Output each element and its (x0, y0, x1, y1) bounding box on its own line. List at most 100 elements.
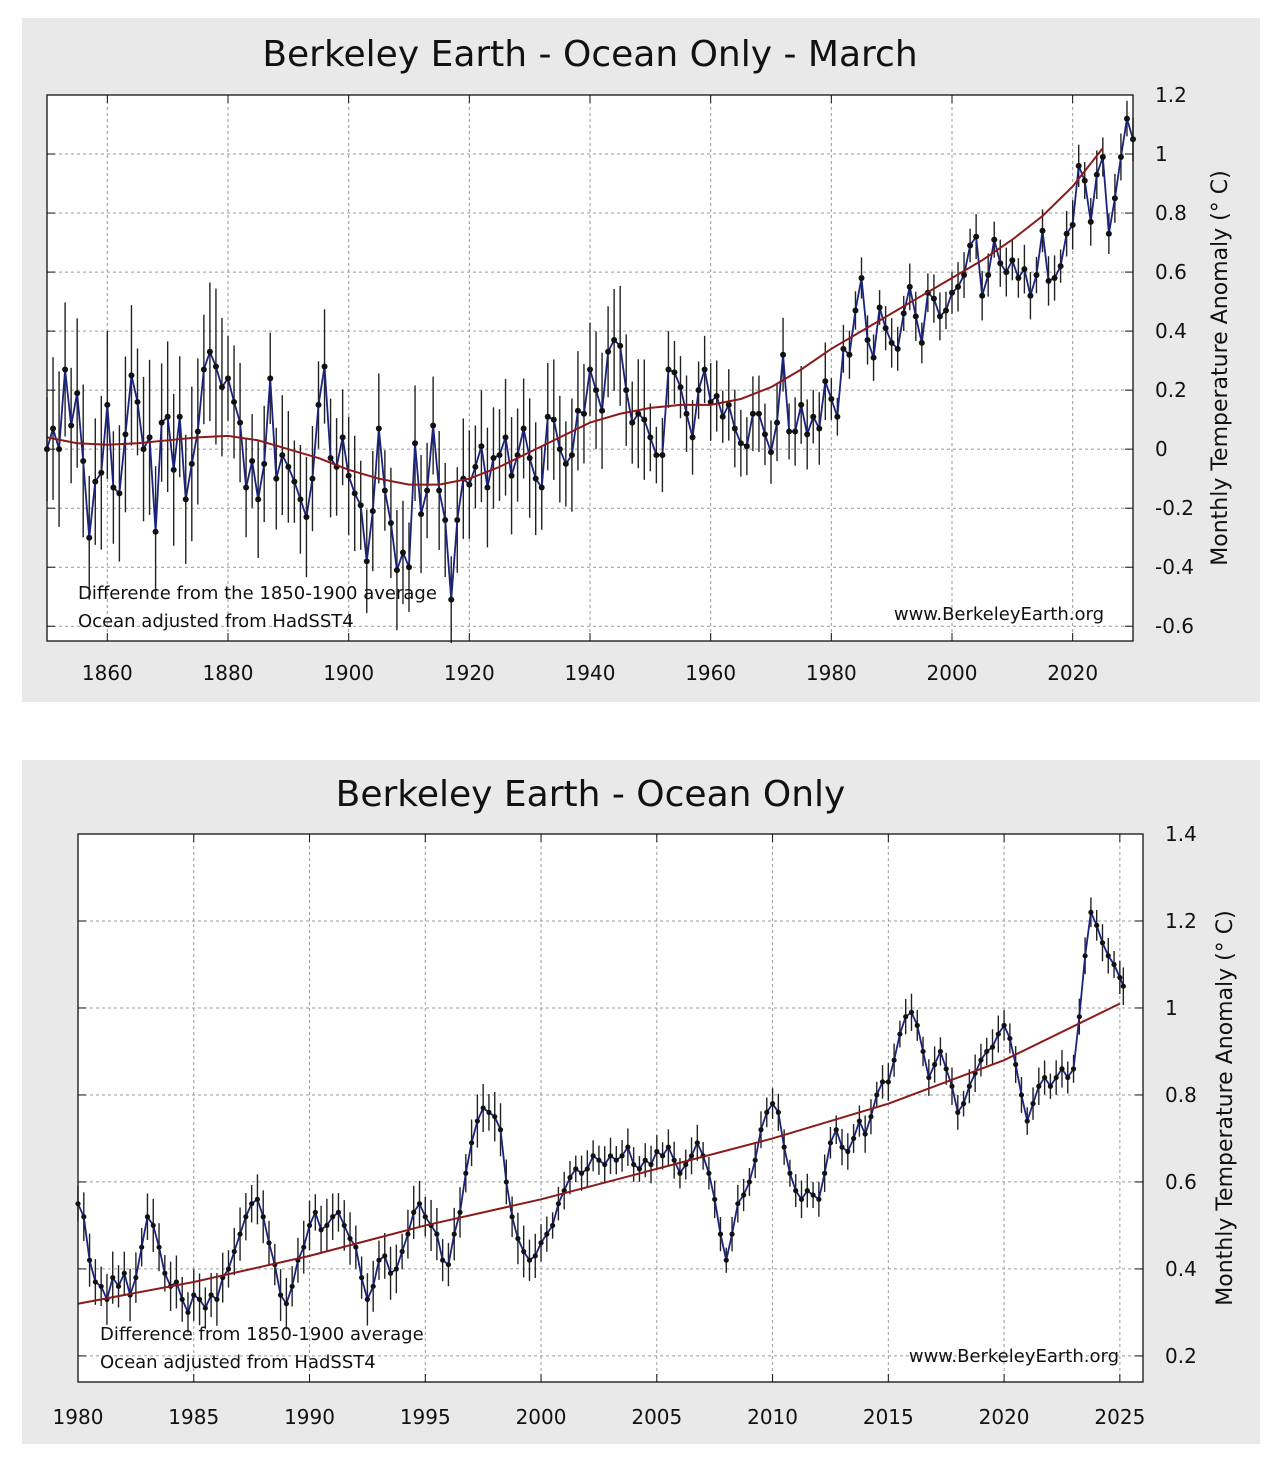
data-point (599, 407, 606, 414)
data-point (862, 1131, 868, 1137)
data-point (436, 487, 443, 494)
data-point (526, 1257, 533, 1263)
data-point (116, 490, 123, 497)
data-point (303, 514, 310, 521)
data-point (1123, 115, 1130, 122)
y-tick-label: 1 (1155, 142, 1168, 166)
y-tick-label: 0.6 (1155, 260, 1187, 284)
y-tick-label: 0.8 (1165, 1083, 1197, 1107)
data-point (912, 313, 919, 320)
data-point (822, 1170, 828, 1176)
data-point (1013, 1061, 1019, 1068)
data-point (144, 1214, 151, 1220)
data-point (955, 283, 962, 290)
data-point (381, 487, 388, 494)
data-point (985, 272, 992, 279)
data-point (1036, 1083, 1042, 1089)
data-point (864, 336, 871, 343)
data-point (725, 401, 732, 408)
data-point (752, 1157, 758, 1163)
data-point (816, 425, 823, 432)
data-point (749, 410, 756, 417)
data-point (359, 1275, 365, 1281)
data-point (593, 387, 600, 394)
data-point (731, 425, 738, 432)
data-point (497, 1127, 504, 1133)
data-point (416, 1201, 423, 1207)
data-point (357, 502, 364, 509)
trend-line (77, 1002, 1121, 1305)
data-point (1009, 257, 1016, 264)
y-tick-label: -0.2 (1155, 496, 1194, 520)
x-tick-label: 2005 (631, 1405, 682, 1429)
chart-title: Berkeley Earth - Ocean Only - March (262, 34, 917, 75)
data-point (412, 440, 419, 447)
data-point (596, 1157, 602, 1163)
data-point (695, 387, 702, 394)
data-point (979, 292, 986, 299)
data-point (723, 1257, 729, 1263)
data-point (478, 443, 485, 450)
data-point (382, 1253, 388, 1259)
data-point (1027, 292, 1034, 299)
data-point (451, 1231, 457, 1237)
data-point (556, 446, 563, 453)
data-point (856, 1118, 862, 1124)
data-point (568, 452, 575, 459)
data-point (914, 1022, 920, 1028)
data-point (960, 1101, 967, 1107)
data-point (735, 1201, 741, 1207)
chart-title: Berkeley Earth - Ocean Only (336, 774, 846, 815)
data-point (781, 1144, 787, 1150)
data-point (249, 457, 256, 464)
data-point (86, 1257, 93, 1263)
data-point (200, 366, 207, 373)
data-point (50, 425, 57, 432)
data-point (654, 1148, 660, 1155)
data-point (339, 434, 346, 441)
x-tick-label: 1880 (203, 661, 254, 685)
data-point (492, 1114, 498, 1120)
data-point (291, 478, 298, 485)
data-point (701, 366, 708, 373)
data-point (474, 1118, 480, 1124)
data-point (888, 339, 895, 346)
data-point (164, 413, 171, 420)
data-point (1081, 177, 1088, 184)
data-point (1063, 230, 1070, 237)
data-point (891, 1057, 897, 1063)
data-point (937, 1048, 944, 1055)
data-point (243, 484, 250, 491)
data-point (810, 1192, 816, 1198)
data-point (448, 596, 455, 603)
data-point (876, 304, 883, 311)
chart-monthly-svg: 1980 1985 1990 1995 2000 2005 2010 2015 2020 2025… (53, 774, 1238, 1429)
data-point (611, 336, 618, 343)
data-point (642, 1157, 648, 1163)
data-point (225, 1266, 232, 1272)
data-point (318, 1227, 324, 1233)
data-point (445, 1261, 452, 1268)
data-point (156, 1244, 162, 1250)
data-point (188, 460, 195, 467)
data-point (139, 1244, 145, 1250)
data-point (376, 1257, 382, 1263)
data-point (648, 1161, 654, 1168)
data-point (387, 1270, 394, 1276)
data-point (769, 1101, 776, 1107)
x-tick-label: 1900 (323, 661, 374, 685)
data-point (1111, 961, 1117, 968)
data-point (122, 431, 129, 438)
data-point (874, 1092, 880, 1098)
x-tick-label: 1995 (400, 1405, 451, 1429)
data-point (267, 375, 274, 382)
data-point (260, 1214, 266, 1220)
data-point (150, 1222, 156, 1229)
data-point (677, 384, 684, 391)
data-point (297, 496, 304, 503)
data-point (607, 1153, 614, 1159)
y-tick-label: 0.4 (1165, 1257, 1197, 1281)
data-point (1059, 1066, 1065, 1072)
data-point (110, 484, 117, 491)
y-tick-label: 0.6 (1165, 1170, 1197, 1194)
